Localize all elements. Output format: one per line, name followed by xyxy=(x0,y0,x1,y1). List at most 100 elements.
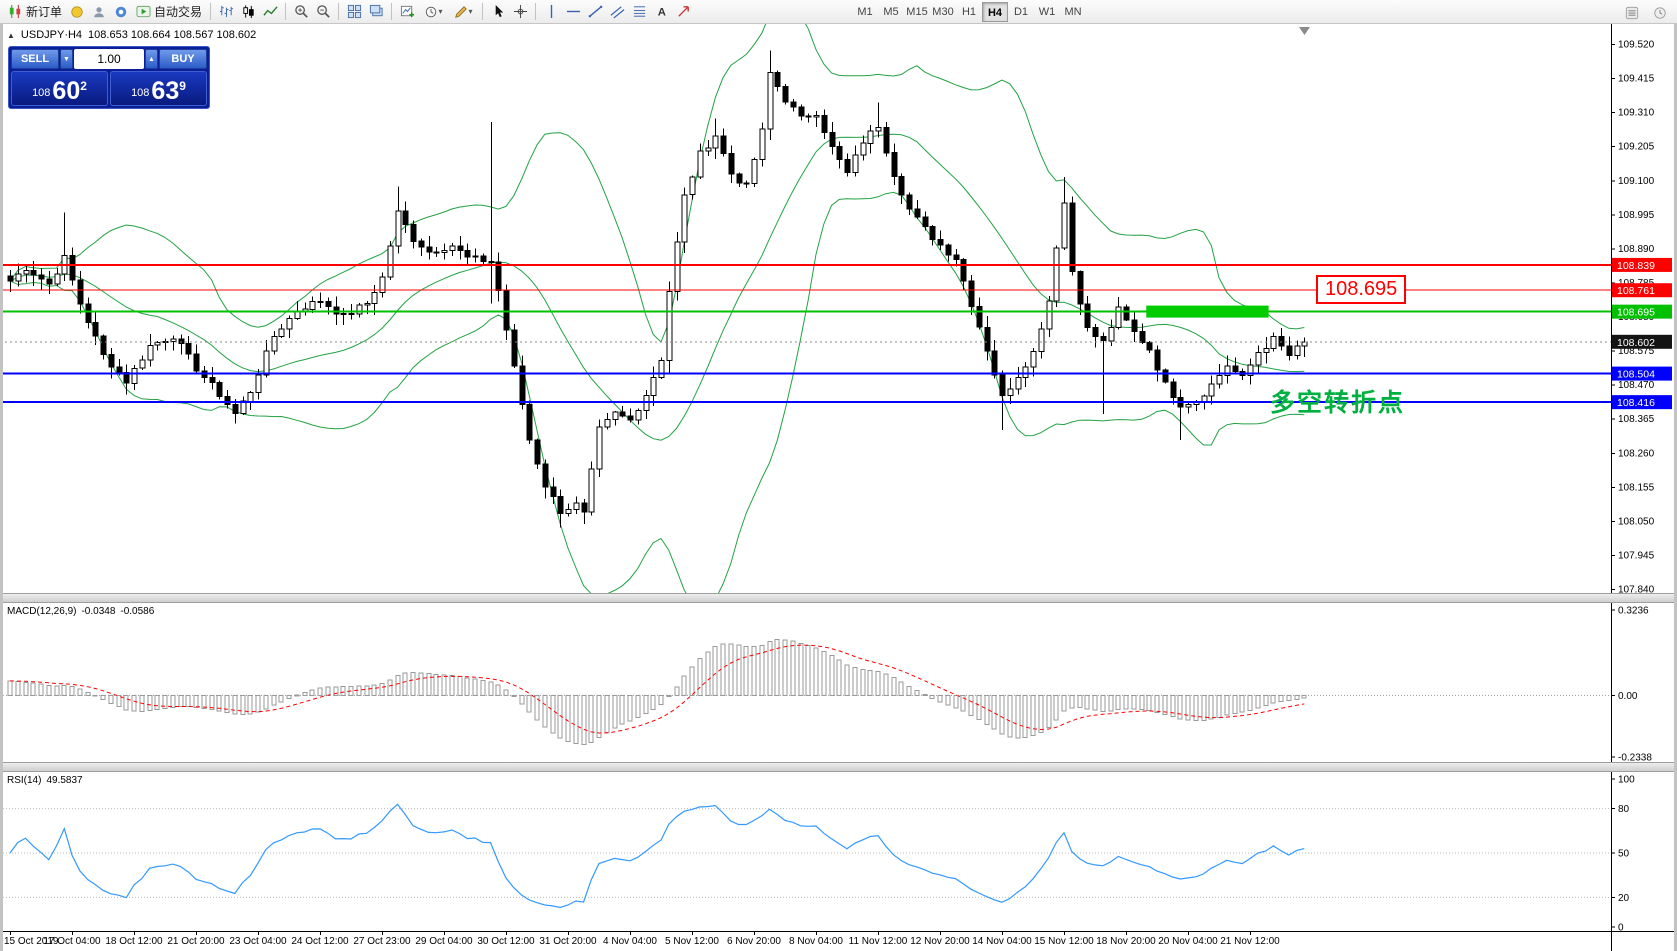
ask-price-display[interactable]: 108 63 9 xyxy=(110,71,207,106)
toolbar-misc-button-2[interactable] xyxy=(1649,3,1671,23)
macd-bar xyxy=(503,689,509,696)
time-axis-label[interactable]: 15 Oct 2019 xyxy=(4,936,59,947)
time-axis-label[interactable]: 20 Nov 04:00 xyxy=(1158,936,1218,947)
new-chart-button[interactable] xyxy=(396,2,418,22)
time-axis-label[interactable]: 18 Nov 20:00 xyxy=(1096,936,1156,947)
candle-body xyxy=(720,135,727,155)
time-axis-label[interactable]: 14 Nov 04:00 xyxy=(972,936,1032,947)
panel-splitter-rsi[interactable] xyxy=(0,762,1677,772)
time-axis-label[interactable]: 23 Oct 04:00 xyxy=(229,936,287,947)
time-axis-label[interactable]: 21 Nov 12:00 xyxy=(1220,936,1280,947)
horizontal-line-icon xyxy=(566,10,580,13)
time-axis-label[interactable]: 24 Oct 12:00 xyxy=(291,936,349,947)
timeframes-menu-button[interactable]: ▾ xyxy=(418,2,448,22)
macd-bar xyxy=(1278,694,1284,702)
candle-body xyxy=(782,85,789,103)
lot-size-input[interactable]: 1.00 xyxy=(74,49,144,69)
macd-bar xyxy=(379,682,385,696)
metaeditor-button[interactable] xyxy=(66,2,88,22)
lot-up-button[interactable]: ▲ xyxy=(145,49,158,69)
zoom-out-button[interactable] xyxy=(312,2,334,22)
timeframe-button-m1[interactable]: M1 xyxy=(857,6,873,18)
time-axis-label[interactable]: 11 Nov 12:00 xyxy=(849,936,908,947)
collapse-panel-icon[interactable]: ▲ xyxy=(7,30,15,40)
time-axis-label[interactable]: 27 Oct 23:00 xyxy=(353,936,411,947)
chart-candles-button[interactable] xyxy=(237,2,259,22)
candle-body xyxy=(650,377,657,397)
time-axis-label[interactable]: 15 Nov 12:00 xyxy=(1034,936,1094,947)
candle-body xyxy=(30,270,37,276)
timeframe-button-mn[interactable]: MN xyxy=(1064,6,1082,18)
cursor-button[interactable] xyxy=(487,2,509,22)
window-border-right xyxy=(1674,24,1677,951)
time-axis-label[interactable]: 18 Oct 12:00 xyxy=(105,936,163,947)
candle-body xyxy=(813,115,820,118)
macd-bar xyxy=(612,694,618,729)
objects-pencil-icon xyxy=(454,5,467,18)
buy-button[interactable]: BUY xyxy=(159,49,207,69)
timeframe-button-m5[interactable]: M5 xyxy=(883,6,899,18)
macd-bar xyxy=(278,694,284,703)
price-axis-background xyxy=(1612,24,1677,951)
macd-bar xyxy=(426,673,432,696)
arrows-tool-button[interactable] xyxy=(672,2,694,22)
chart-line-button[interactable] xyxy=(259,2,281,22)
price-callout-108695[interactable]: 108.695 xyxy=(1316,275,1407,304)
chart-bars-button[interactable] xyxy=(215,2,237,22)
time-axis-label[interactable]: 12 Nov 20:00 xyxy=(910,936,970,947)
new-order-button[interactable]: 新订单 xyxy=(4,2,66,22)
highlight-box[interactable] xyxy=(1146,305,1269,318)
profile-button[interactable] xyxy=(88,2,110,22)
community-button[interactable] xyxy=(110,2,132,22)
turning-point-note[interactable]: 多空转折点 xyxy=(1270,389,1406,417)
candle-body xyxy=(511,329,518,367)
timeframe-button-h1[interactable]: H1 xyxy=(961,6,977,18)
candle-body xyxy=(666,290,673,362)
sell-button[interactable]: SELL xyxy=(11,49,59,69)
time-axis-label[interactable]: 17 Oct 04:00 xyxy=(43,936,101,947)
macd-bar xyxy=(15,681,21,696)
text-tool-button[interactable]: A xyxy=(650,2,672,22)
trendline-tool-button[interactable] xyxy=(584,2,606,22)
zoom-in-button[interactable] xyxy=(290,2,312,22)
autotrading-button[interactable]: 自动交易 xyxy=(132,2,206,22)
time-axis-label[interactable]: 5 Nov 12:00 xyxy=(665,936,719,947)
time-axis-label[interactable]: 30 Oct 12:00 xyxy=(477,936,535,947)
horizontal-line-tool-button[interactable] xyxy=(562,2,584,22)
timeframe-button-m30[interactable]: M30 xyxy=(932,6,954,18)
price-tag-bg xyxy=(1612,366,1672,381)
candle-body xyxy=(565,509,572,515)
macd-bar xyxy=(1046,694,1052,729)
rsi-axis-label: 80 xyxy=(1618,804,1630,815)
time-axis-label[interactable]: 4 Nov 04:00 xyxy=(603,936,657,947)
crosshair-button[interactable] xyxy=(509,2,531,22)
chart-shift-marker[interactable] xyxy=(1299,27,1310,35)
macd-bar xyxy=(77,688,83,696)
time-axis-label[interactable]: 6 Nov 20:00 xyxy=(727,936,781,947)
timeframe-button-w1[interactable]: W1 xyxy=(1038,6,1056,18)
time-axis-label[interactable]: 29 Oct 04:00 xyxy=(415,936,473,947)
macd-bar xyxy=(991,694,997,730)
panel-splitter-macd[interactable] xyxy=(0,593,1677,603)
time-axis-label[interactable]: 31 Oct 20:00 xyxy=(539,936,597,947)
chevron-up-icon: ▲ xyxy=(148,55,155,63)
objects-menu-button[interactable]: ▾ xyxy=(448,2,478,22)
timeframe-button-h4[interactable]: H4 xyxy=(982,2,1008,22)
timeframe-button-m15[interactable]: M15 xyxy=(906,6,928,18)
time-axis-label[interactable]: 21 Oct 20:00 xyxy=(167,936,225,947)
timeframe-button-d1[interactable]: D1 xyxy=(1013,6,1029,18)
bid-price-display[interactable]: 108 60 2 xyxy=(11,71,108,106)
cascade-windows-button[interactable] xyxy=(365,2,387,22)
macd-bar xyxy=(7,680,13,696)
channel-tool-button[interactable] xyxy=(606,2,628,22)
toolbar-misc-button-1[interactable] xyxy=(1621,3,1643,23)
macd-bar xyxy=(410,672,416,696)
tile-windows-button[interactable] xyxy=(343,2,365,22)
candle-body xyxy=(519,365,526,405)
fibonacci-tool-button[interactable] xyxy=(628,2,650,22)
candle-body xyxy=(139,359,146,369)
time-axis-label[interactable]: 8 Nov 04:00 xyxy=(789,936,843,947)
vertical-line-tool-button[interactable] xyxy=(540,2,562,22)
sell-dropdown-button[interactable]: ▼ xyxy=(60,49,73,69)
